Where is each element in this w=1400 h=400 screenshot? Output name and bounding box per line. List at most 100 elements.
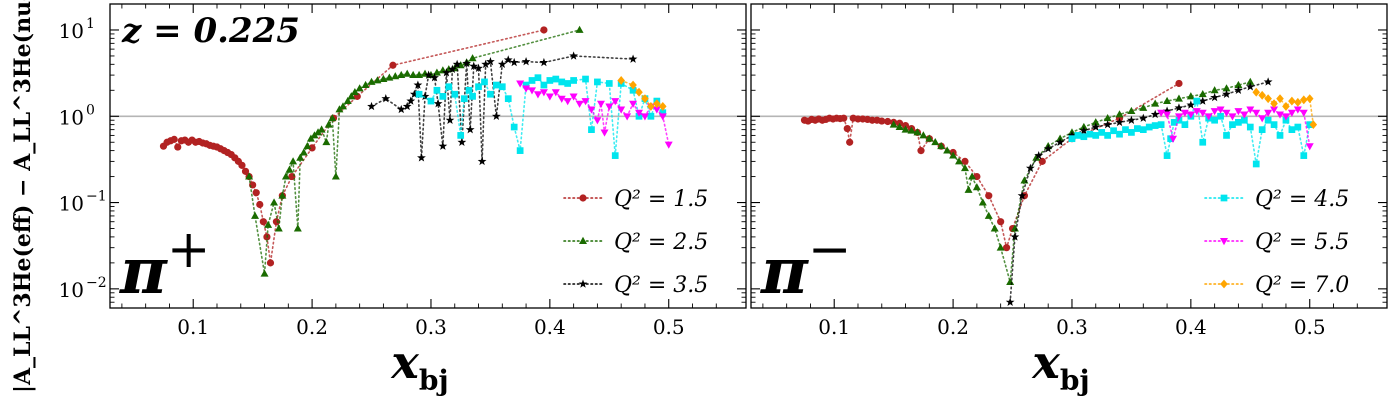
data-point [465, 125, 475, 134]
data-point [1258, 126, 1266, 133]
data-point [1145, 123, 1153, 131]
data-point [1103, 120, 1113, 129]
data-point [504, 95, 512, 103]
data-point [635, 87, 643, 97]
data-point [617, 76, 625, 85]
data-point [521, 56, 531, 66]
data-point [569, 93, 578, 101]
data-point [245, 172, 254, 180]
data-point [272, 218, 281, 226]
data-point [647, 112, 655, 120]
data-point [611, 98, 620, 106]
x-axis-title-subscript: bj [1060, 364, 1090, 397]
data-point [1234, 108, 1243, 116]
data-point [558, 78, 566, 86]
data-point [415, 90, 423, 98]
data-point [1128, 129, 1135, 136]
x-tick-label: 0.5 [1294, 315, 1326, 339]
data-point [1276, 111, 1284, 119]
data-point [1264, 94, 1272, 104]
data-point [439, 93, 447, 100]
data-point [623, 113, 632, 121]
data-point [1163, 96, 1172, 105]
y-tick-label: 10 [59, 105, 84, 129]
data-point [347, 92, 356, 100]
data-point [972, 183, 981, 191]
panel-tag: π− [760, 220, 851, 309]
data-point [1002, 244, 1011, 252]
data-point [486, 56, 495, 66]
data-point [442, 68, 451, 77]
data-point [1282, 102, 1290, 111]
x-axis-title-subscript: bj [419, 364, 449, 397]
data-point [1074, 132, 1082, 139]
data-point [433, 86, 441, 94]
data-point [1080, 133, 1088, 141]
data-point [1005, 297, 1015, 306]
data-point [846, 138, 854, 146]
y-tick-exponent: −2 [86, 275, 107, 291]
data-point [1252, 87, 1261, 97]
data-point [251, 211, 260, 219]
legend-label: Q² = 1.5 [614, 187, 708, 212]
data-point [260, 269, 269, 277]
data-point [1222, 89, 1231, 98]
data-point [465, 86, 473, 94]
data-point [1245, 82, 1255, 91]
data-point [1309, 120, 1318, 130]
data-point [1092, 132, 1100, 139]
data-point [575, 100, 584, 108]
data-point [840, 114, 848, 122]
data-point [917, 147, 925, 155]
data-point [540, 81, 548, 89]
data-point [1174, 103, 1184, 112]
data-point [1006, 277, 1015, 285]
data-point [1276, 94, 1284, 104]
data-point [582, 75, 589, 83]
data-point [430, 73, 439, 82]
data-point [990, 224, 999, 232]
data-point [264, 220, 273, 228]
data-point [413, 80, 423, 89]
data-point [1151, 122, 1159, 129]
data-point [1258, 90, 1266, 100]
data-point [1181, 121, 1189, 128]
data-point [468, 54, 477, 62]
data-point [1288, 96, 1296, 106]
data-point [949, 151, 958, 159]
data-point [1127, 106, 1136, 114]
data-point [528, 87, 537, 95]
legend-label: Q² = 7.0 [1255, 273, 1349, 298]
data-point [1294, 97, 1302, 107]
y-tick-exponent: 0 [86, 102, 95, 118]
data-point [289, 157, 298, 165]
y-tick-label: 10 [59, 19, 84, 43]
data-point [241, 167, 250, 175]
panel-tag: π+ [119, 220, 210, 309]
y-axis-title: |A_LL^3He(eff) − A_LL^3He(nuc)|/ΔA [10, 0, 36, 393]
data-point [1193, 97, 1201, 105]
data-point [1287, 109, 1296, 117]
data-point [474, 63, 483, 72]
data-point [367, 77, 376, 85]
data-point [907, 126, 916, 134]
data-point [445, 115, 455, 124]
panel-tag-symbol: π [119, 234, 168, 309]
y-tick-exponent: −1 [86, 189, 107, 205]
data-point [409, 70, 418, 79]
data-point [510, 123, 518, 131]
data-point [238, 161, 246, 169]
data-point [322, 138, 331, 146]
data-point [628, 54, 638, 63]
x-axis-title: xbj [390, 335, 448, 397]
data-point [424, 70, 433, 79]
x-tick-label: 0.4 [1175, 315, 1207, 339]
data-point [545, 93, 554, 101]
data-point [664, 141, 673, 149]
data-point [587, 106, 596, 114]
data-point [978, 198, 987, 206]
series-group [800, 77, 1318, 306]
data-point [1138, 113, 1148, 122]
data-point [270, 198, 279, 206]
